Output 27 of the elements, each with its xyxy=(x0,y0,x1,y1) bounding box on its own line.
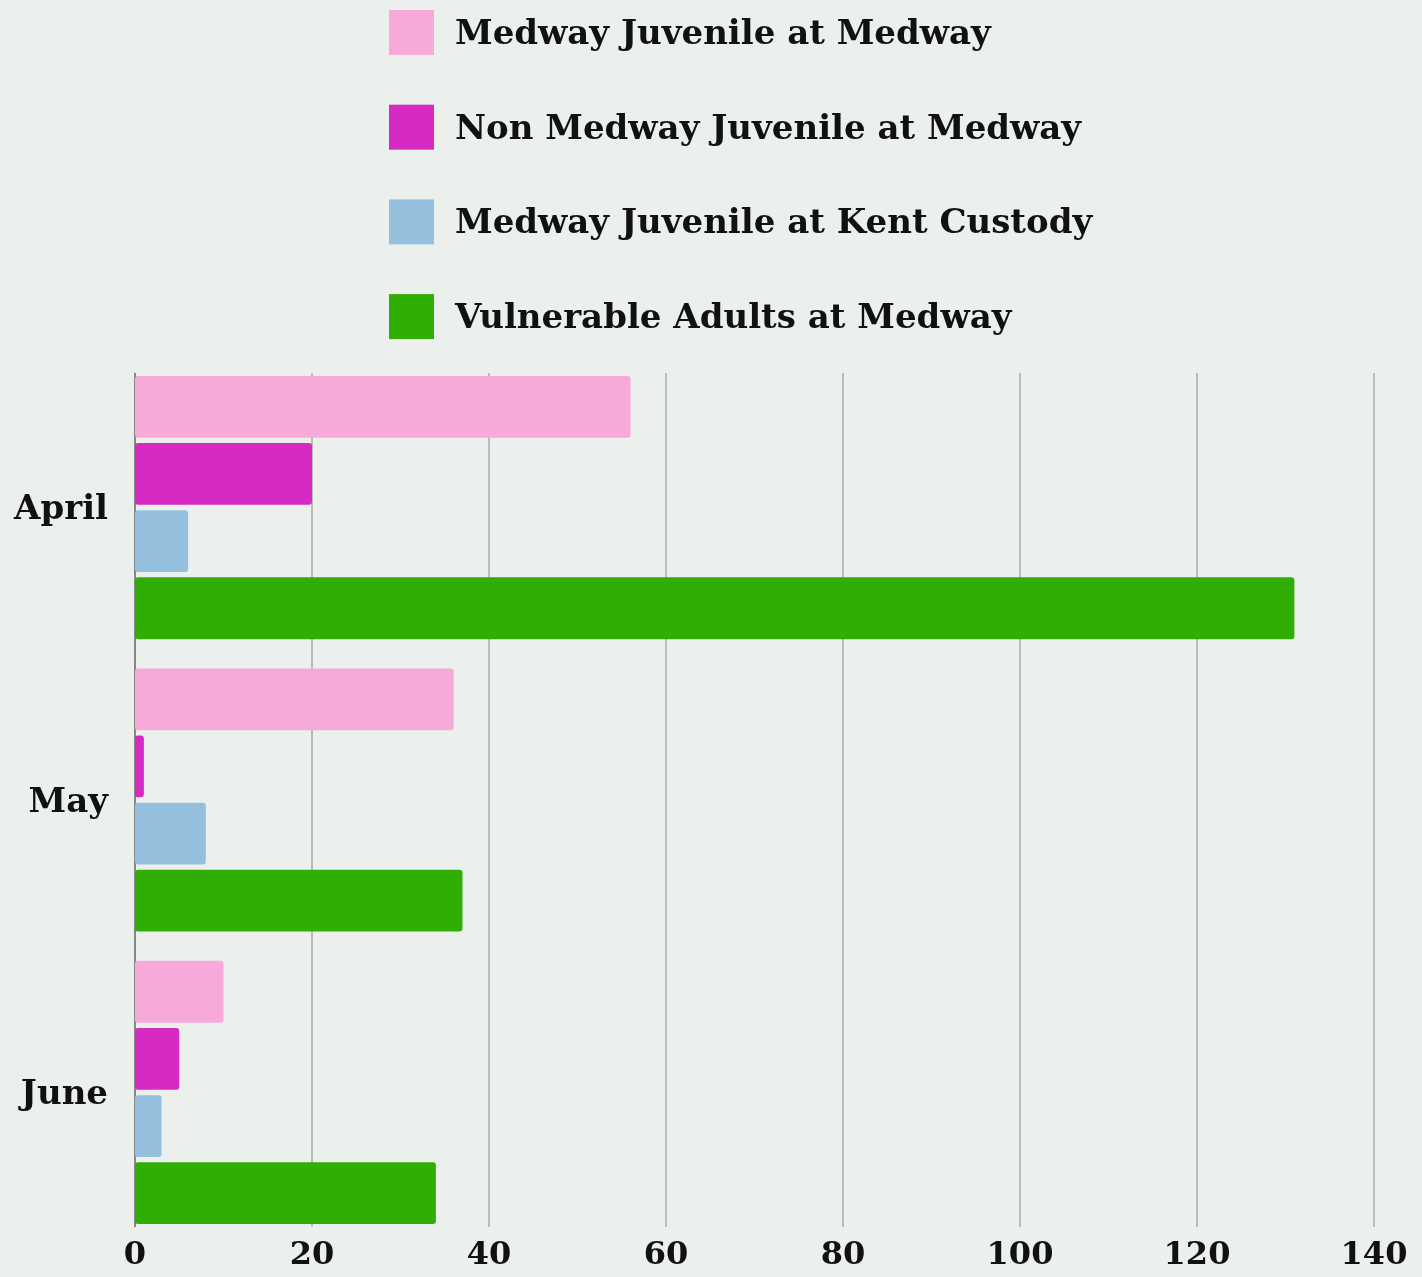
bar xyxy=(135,869,463,932)
y-tick-label: June xyxy=(17,1072,108,1113)
bar xyxy=(135,510,189,572)
legend-label: Medway Juvenile at Kent Custody xyxy=(455,201,1094,242)
y-tick-label: May xyxy=(28,779,110,820)
legend-label: Non Medway Juvenile at Medway xyxy=(455,106,1083,147)
bar xyxy=(135,577,1295,640)
x-tick-label: 140 xyxy=(1340,1234,1408,1272)
bar xyxy=(135,1095,162,1157)
bar xyxy=(135,668,454,731)
x-tick-label: 40 xyxy=(466,1234,512,1272)
legend-label: Vulnerable Adults at Medway xyxy=(454,296,1013,336)
x-tick-label: 80 xyxy=(820,1234,866,1272)
x-tick-label: 60 xyxy=(643,1234,689,1272)
x-tick-label: 120 xyxy=(1163,1234,1231,1272)
bar xyxy=(135,960,224,1023)
bar xyxy=(135,375,631,438)
x-tick-label: 100 xyxy=(986,1234,1054,1272)
bar xyxy=(135,443,312,505)
y-tick-label: April xyxy=(13,487,109,528)
bar xyxy=(135,1028,180,1090)
bar xyxy=(135,1162,436,1225)
x-tick-label: 20 xyxy=(289,1234,335,1272)
legend-label: Medway Juvenile at Medway xyxy=(455,11,993,52)
x-tick-label: 0 xyxy=(123,1234,147,1272)
bar xyxy=(135,802,206,865)
bar xyxy=(135,735,144,798)
